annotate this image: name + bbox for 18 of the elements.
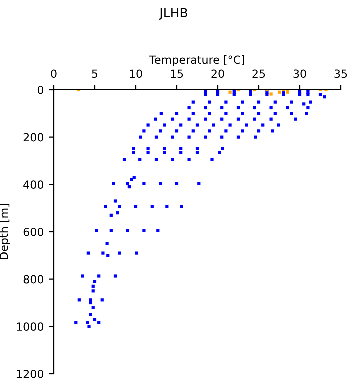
x-axis-title: Temperature [°C] bbox=[150, 56, 244, 66]
x-tick-label: 25 bbox=[252, 70, 266, 78]
x-tick-label: 15 bbox=[171, 70, 184, 78]
y-axis-title: Depth [m] bbox=[0, 204, 10, 260]
y-tick-label: 800 bbox=[24, 275, 44, 284]
chart-title: JLHB bbox=[159, 8, 188, 20]
x-tick-label: 30 bbox=[294, 70, 306, 78]
x-tick-label: 5 bbox=[92, 70, 98, 78]
x-tick-label: 20 bbox=[212, 70, 224, 78]
y-tick-label: 1200 bbox=[17, 370, 44, 378]
x-tick-label: 0 bbox=[51, 70, 57, 78]
y-tick-label: 600 bbox=[24, 228, 44, 236]
x-tick-label: 35 bbox=[334, 70, 348, 78]
x-tick-label: 10 bbox=[130, 70, 142, 78]
y-tick-label: 400 bbox=[24, 180, 44, 190]
y-tick-label: 0 bbox=[38, 86, 44, 94]
y-tick-label: 200 bbox=[24, 133, 44, 142]
y-tick-label: 1000 bbox=[17, 322, 44, 332]
